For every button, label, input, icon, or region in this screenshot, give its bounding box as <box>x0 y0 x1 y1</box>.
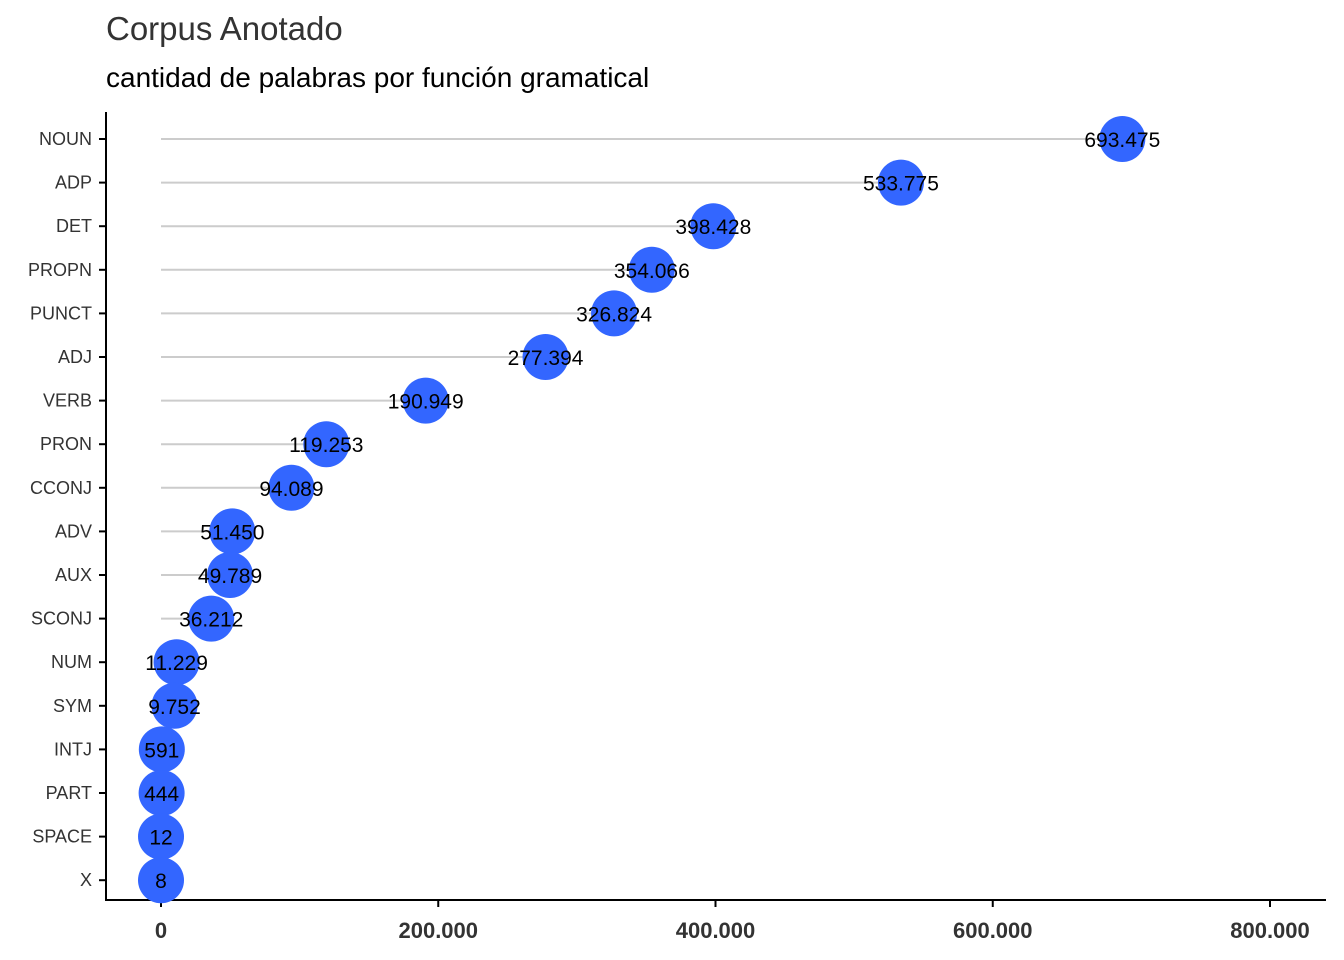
point-part <box>138 770 185 816</box>
point-verb <box>402 377 449 424</box>
point-sym <box>151 682 198 729</box>
category-label-sconj: SCONJ <box>31 609 92 629</box>
point-num <box>153 639 200 686</box>
point-adv <box>209 508 256 555</box>
point-propn <box>628 246 675 293</box>
value-label-pron: 119.253 <box>289 434 363 457</box>
category-label-propn: PROPN <box>28 260 92 280</box>
x-tick-label: 600.000 <box>953 918 1033 943</box>
value-label-x: 8 <box>155 870 167 893</box>
value-label-adj: 277.394 <box>508 347 584 370</box>
chart-subtitle: cantidad de palabras por función gramati… <box>106 62 650 93</box>
category-label-noun: NOUN <box>39 129 92 149</box>
point-pron <box>303 421 350 468</box>
x-tick-label: 400.000 <box>676 918 756 943</box>
value-label-sconj: 36.212 <box>179 609 243 632</box>
chart-title: Corpus Anotado <box>106 10 343 47</box>
point-intj <box>138 726 185 773</box>
value-label-intj: 591 <box>144 739 179 762</box>
point-aux <box>207 552 254 598</box>
category-label-adv: ADV <box>55 521 92 541</box>
point-cconj <box>268 464 315 511</box>
value-labels: 693.475 533.775 398.428 354.066 326.824 277.3… <box>144 129 1160 893</box>
stems-layer <box>161 138 1123 882</box>
x-axis-ticks: 0 200.000 400.000 600.000 800.000 <box>155 900 1310 943</box>
category-label-aux: AUX <box>55 565 92 585</box>
category-label-cconj: CCONJ <box>30 478 92 498</box>
value-label-propn: 354.066 <box>614 260 690 283</box>
point-space <box>138 813 185 860</box>
point-punct <box>591 290 638 337</box>
x-tick-label: 200.000 <box>398 918 478 943</box>
value-label-space: 12 <box>149 827 172 850</box>
point-noun <box>1099 116 1146 162</box>
category-label-punct: PUNCT <box>30 303 92 323</box>
value-label-part: 444 <box>144 783 179 806</box>
value-label-verb: 190.949 <box>388 391 464 414</box>
value-label-cconj: 94.089 <box>259 478 323 501</box>
value-label-adp: 533.775 <box>863 173 939 196</box>
category-label-x: X <box>80 870 92 890</box>
point-x <box>138 857 185 904</box>
x-tick-label: 0 <box>155 918 167 943</box>
category-label-num: NUM <box>51 652 92 672</box>
point-adp <box>877 159 924 206</box>
category-labels: NOUN ADP DET PROPN PUNCT ADJ VERB PRON CCONJ ADV A… <box>28 129 92 890</box>
value-label-punct: 326.824 <box>576 303 652 326</box>
value-label-det: 398.428 <box>675 216 751 239</box>
value-label-num: 11.229 <box>145 652 208 675</box>
x-tick-label: 800.000 <box>1230 918 1310 943</box>
point-sconj <box>188 595 235 642</box>
value-label-sym: 9.752 <box>148 696 201 719</box>
point-adj <box>522 334 569 380</box>
category-label-space: SPACE <box>32 827 92 847</box>
value-label-adv: 51.450 <box>200 521 264 544</box>
value-label-aux: 49.789 <box>198 565 262 588</box>
category-label-intj: INTJ <box>54 739 92 759</box>
category-label-adp: ADP <box>55 173 92 193</box>
category-label-part: PART <box>46 783 92 803</box>
points-layer <box>138 116 1146 904</box>
category-label-pron: PRON <box>40 434 92 454</box>
point-det <box>690 203 737 250</box>
value-label-noun: 693.475 <box>1084 129 1160 152</box>
category-label-det: DET <box>56 216 92 236</box>
category-label-verb: VERB <box>43 391 92 411</box>
category-label-adj: ADJ <box>58 347 92 367</box>
category-label-sym: SYM <box>53 696 92 716</box>
